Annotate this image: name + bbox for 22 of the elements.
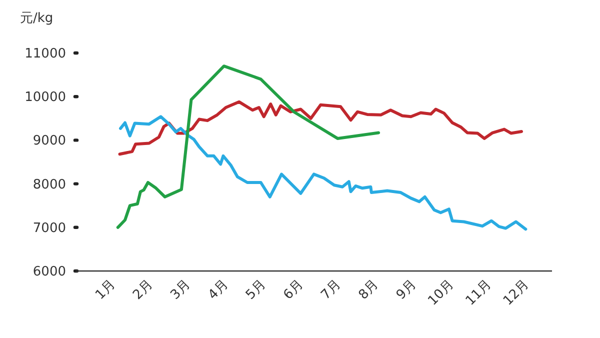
x-tick-label: 11月 [463, 277, 495, 309]
x-tick-label: 7月 [318, 277, 344, 303]
y-tick-label: 7000 [32, 220, 66, 236]
y-tick-label: 11000 [24, 46, 66, 62]
x-tick-label: 12月 [500, 277, 532, 309]
x-tick-label: 9月 [394, 277, 420, 303]
y-axis-title: 元/kg [20, 11, 54, 26]
x-tick-label: 2月 [130, 277, 156, 303]
line-series [119, 115, 528, 231]
x-tick-label: 4月 [206, 277, 232, 303]
x-tick-label: 3月 [168, 277, 194, 303]
x-tick-label: 1月 [92, 277, 118, 303]
y-tick-label: 6000 [32, 264, 66, 280]
y-tick-label: 10000 [24, 90, 66, 106]
y-tick-label: 8000 [32, 177, 66, 192]
line-series [118, 100, 524, 156]
line-series [116, 64, 380, 229]
x-tick-label: 5月 [243, 277, 269, 303]
x-tick-label: 10月 [426, 277, 458, 309]
x-tick-label: 6月 [280, 277, 307, 303]
x-tick-label: 8月 [356, 277, 382, 303]
y-tick-label: 9000 [32, 134, 66, 149]
